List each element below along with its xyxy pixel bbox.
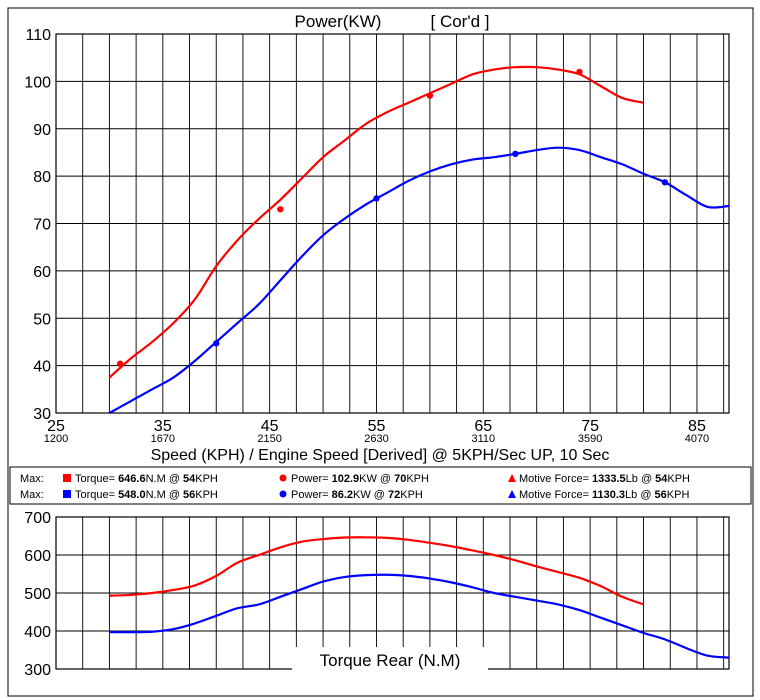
- rpm-tick-label: 1200: [44, 433, 68, 445]
- y-tick-label: 60: [33, 264, 51, 281]
- series-line-red: [109, 536, 644, 606]
- y-tick-label: 40: [33, 359, 51, 376]
- rpm-tick-label: 2150: [257, 433, 281, 445]
- power-chart-title: Power(KW): [295, 12, 382, 31]
- y-tick-label: 70: [33, 217, 51, 234]
- legend-circle-marker: [279, 490, 287, 498]
- series-marker: [277, 206, 284, 213]
- legend-circle-marker: [279, 474, 287, 482]
- series-marker: [116, 360, 124, 367]
- legend-torque-entry: Torque= 548.0N.M @56KPH: [75, 489, 218, 501]
- plot-frame: [55, 33, 730, 414]
- series-marker: [512, 150, 519, 158]
- x-tick-label: 75: [581, 418, 599, 435]
- x-tick-label: 45: [261, 418, 279, 435]
- legend-box: [9, 466, 752, 505]
- y-tick-label: 400: [24, 624, 51, 641]
- legend-triangle-marker: [508, 474, 516, 482]
- legend-power-entry: Power= 86.2KW @72KPH: [291, 489, 423, 501]
- x-tick-label: 55: [368, 418, 386, 435]
- power-chart-series: [108, 65, 730, 414]
- legend-max-label: Max:: [20, 473, 44, 485]
- power-chart-grid: [55, 33, 730, 414]
- series-marker: [576, 68, 583, 76]
- y-tick-label: 110: [25, 27, 51, 44]
- rpm-tick-label: 2630: [364, 433, 388, 445]
- series-marker: [213, 340, 220, 347]
- x-tick-label: 35: [154, 418, 172, 435]
- x-axis-label: Speed (KPH) / Engine Speed [Derived] @ 5…: [151, 447, 610, 464]
- legend-torque-entry: Torque= 646.6N.M @54KPH: [75, 473, 218, 485]
- legend-max-label: Max:: [20, 489, 44, 501]
- series-line-blue: [109, 573, 730, 659]
- y-tick-label: 600: [24, 548, 51, 565]
- legend-force-entry: Motive Force= 1130.3Lb @56KPH: [519, 489, 689, 501]
- series-marker: [661, 179, 669, 186]
- series-marker: [373, 195, 380, 202]
- y-tick-label: 50: [33, 311, 51, 328]
- power-chart-subtitle: [ Cor'd ]: [431, 12, 490, 31]
- y-tick-label: 80: [33, 169, 51, 186]
- series-marker: [426, 92, 434, 99]
- y-tick-label: 100: [24, 74, 51, 91]
- page-border: [7, 7, 754, 697]
- rpm-tick-label: 4070: [685, 433, 709, 445]
- rpm-tick-label: 3110: [471, 433, 495, 445]
- torque-chart-grid: [55, 516, 730, 670]
- torque-chart-title-box: [292, 647, 488, 671]
- y-tick-label: 30: [33, 406, 51, 423]
- x-tick-label: 25: [47, 418, 65, 435]
- y-tick-label: 300: [24, 662, 51, 679]
- legend-square-marker: [63, 490, 71, 498]
- x-tick-label: 65: [474, 418, 492, 435]
- legend-triangle-marker: [508, 490, 516, 498]
- series-line-blue: [108, 146, 730, 414]
- torque-chart-ticks: 300 400 500 600 700: [24, 510, 51, 679]
- legend-power-entry: Power= 102.9KW @70KPH: [291, 473, 429, 485]
- series-line-red: [108, 65, 644, 379]
- y-tick-label: 700: [24, 510, 51, 527]
- torque-chart-title: Torque Rear (N.M): [320, 651, 461, 670]
- y-tick-label: 90: [33, 122, 51, 139]
- legend-square-marker: [63, 474, 71, 482]
- y-tick-label: 500: [24, 586, 51, 603]
- legend-force-entry: Motive Force= 1333.5Lb @54KPH: [519, 473, 690, 485]
- rpm-tick-label: 1670: [151, 433, 175, 445]
- torque-chart-series: [109, 536, 730, 659]
- legend-row-red: Max: Torque= 646.6N.M @54KPH Power= 102.9K…: [20, 473, 690, 485]
- x-tick-label: 85: [688, 418, 706, 435]
- legend-row-blue: Max: Torque= 548.0N.M @56KPH Power= 86.2KW…: [20, 489, 689, 501]
- rpm-tick-label: 3590: [578, 433, 602, 445]
